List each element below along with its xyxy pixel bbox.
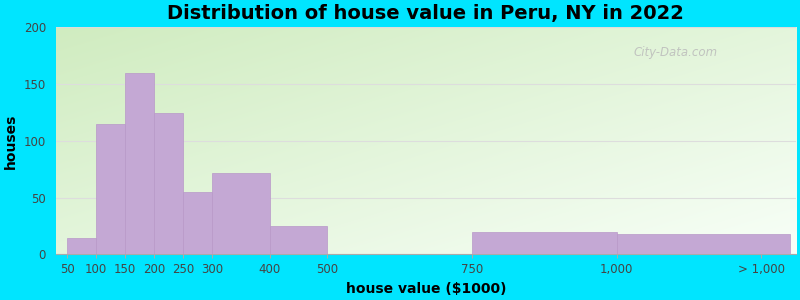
Bar — [472, 232, 617, 254]
X-axis label: house value ($1000): house value ($1000) — [346, 282, 506, 296]
Bar — [183, 192, 212, 254]
Title: Distribution of house value in Peru, NY in 2022: Distribution of house value in Peru, NY … — [167, 4, 684, 23]
Y-axis label: houses: houses — [4, 113, 18, 169]
Bar — [125, 73, 154, 254]
Bar — [212, 172, 270, 254]
Bar — [67, 238, 96, 254]
Text: City-Data.com: City-Data.com — [633, 46, 717, 59]
Bar — [96, 124, 125, 254]
Bar — [617, 234, 790, 254]
Bar — [270, 226, 327, 254]
Bar — [154, 112, 183, 254]
